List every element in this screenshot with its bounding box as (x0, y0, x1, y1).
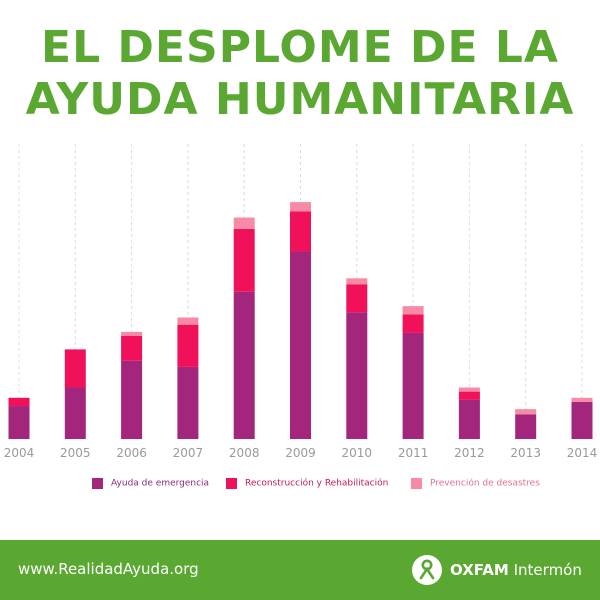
bar-2011-series-3 (402, 306, 424, 315)
bar-2008-series-2 (233, 228, 255, 292)
bar-2004-series-2 (8, 397, 30, 407)
bar-2006-series-2 (121, 336, 143, 361)
x-tick-label: 2007 (173, 446, 204, 460)
x-tick-label: 2010 (342, 446, 373, 460)
bar-2011-series-2 (402, 314, 424, 333)
x-tick-label: 2013 (510, 446, 541, 460)
chart-legend: Ayuda de emergencia Reconstrucción y Reha… (0, 478, 600, 492)
bar-2008-series-3 (233, 217, 255, 229)
brand-name: OXFAM Intermón (450, 561, 582, 579)
bar-2009-series-3 (290, 202, 311, 212)
bar-2012-series-2 (458, 391, 480, 400)
legend-label: Reconstrucción y Rehabilitación (245, 478, 389, 489)
legend-label: Prevención de desastres (430, 478, 540, 489)
bar-2007-series-3 (177, 317, 199, 325)
bar-2013-series-1 (515, 414, 537, 439)
legend-label: Ayuda de emergencia (111, 478, 210, 489)
bar-2013-series-3 (515, 409, 537, 415)
bar-2005-series-1 (64, 387, 86, 439)
legend-swatch (411, 478, 422, 489)
website-link[interactable]: www.RealidadAyuda.org (18, 560, 199, 578)
bar-2007-series-2 (177, 324, 199, 367)
bar-2005-series-2 (64, 349, 86, 388)
legend-swatch (226, 478, 237, 489)
bar-2006-series-3 (121, 331, 143, 336)
x-tick-label: 2004 (4, 446, 35, 460)
bar-2014-series-3 (571, 397, 593, 402)
bar-2007-series-1 (177, 366, 199, 439)
bar-2012-series-1 (458, 399, 480, 439)
bar-2010-series-1 (346, 312, 368, 439)
x-tick-label: 2008 (229, 446, 260, 460)
bar-2006-series-1 (121, 360, 143, 439)
x-tick-label: 2014 (567, 446, 598, 460)
legend-swatch (92, 478, 103, 489)
legend-item: Prevención de desastres (411, 478, 540, 489)
bar-2010-series-2 (346, 284, 368, 313)
bar-2008-series-1 (233, 291, 255, 439)
brand-name-rest: Intermón (513, 561, 582, 579)
x-tick-label: 2011 (398, 446, 429, 460)
oxfam-logo-icon (412, 555, 442, 585)
stacked-bar-chart: 2004 2005 2006 2007 2008 2009 2010 2011 2012 2013… (4, 144, 598, 460)
x-tick-label: 2006 (116, 446, 147, 460)
bar-2004-series-1 (8, 406, 30, 439)
legend-item: Reconstrucción y Rehabilitación (226, 478, 388, 489)
bar-2009-series-2 (290, 211, 311, 252)
x-tick-label: 2009 (285, 446, 316, 460)
chart-title-line1: EL DESPLOME DE LA (41, 22, 559, 73)
chart-title-line2: AYUDA HUMANITARIA (25, 74, 575, 125)
bar-2014-series-1 (571, 401, 593, 439)
legend-item: Ayuda de emergencia (92, 478, 209, 489)
bar-2012-series-3 (458, 387, 480, 392)
bar-2010-series-3 (346, 278, 368, 285)
bar-2009-series-1 (290, 251, 311, 439)
footer-bar: www.RealidadAyuda.org OXFAM Intermón (0, 540, 600, 600)
brand-name-bold: OXFAM (450, 561, 509, 579)
x-tick-label: 2005 (60, 446, 91, 460)
bar-2011-series-1 (402, 332, 424, 439)
x-tick-label: 2012 (454, 446, 485, 460)
